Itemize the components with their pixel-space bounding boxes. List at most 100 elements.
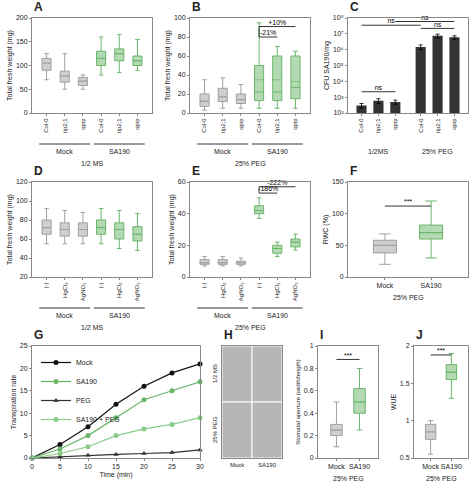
svg-text:qpip: qpip: [134, 118, 140, 130]
svg-text:10⁶: 10⁶: [333, 46, 344, 53]
svg-text:25: 25: [20, 342, 28, 349]
svg-text:0.2: 0.2: [304, 432, 314, 439]
svg-text:Total fresh weight (mg): Total fresh weight (mg): [6, 194, 14, 265]
svg-text:Mock: Mock: [56, 312, 73, 319]
svg-text:25: 25: [168, 463, 176, 470]
svg-text:Total fresh weight (mg): Total fresh weight (mg): [168, 194, 176, 265]
svg-text:SA190: SA190: [76, 378, 97, 385]
svg-text:(-): (-): [202, 282, 208, 288]
svg-text:1/2MS: 1/2MS: [368, 148, 389, 155]
svg-text:(-): (-): [44, 282, 50, 288]
svg-text:25% PEG: 25% PEG: [212, 416, 218, 443]
svg-text:60: 60: [178, 52, 186, 59]
svg-text:SA190: SA190: [267, 148, 288, 155]
svg-text:Mock: Mock: [76, 359, 93, 366]
svg-text:tip2;1: tip2;1: [274, 118, 280, 133]
svg-text:10⁸: 10⁸: [333, 14, 344, 21]
svg-text:HgCl₂: HgCl₂: [274, 282, 280, 298]
svg-text:200: 200: [16, 14, 28, 21]
svg-text:10²: 10²: [333, 109, 344, 116]
svg-text:tip2;1: tip2;1: [62, 118, 68, 133]
svg-text:G: G: [34, 328, 43, 342]
svg-text:qpip: qpip: [292, 118, 298, 130]
svg-text:100: 100: [174, 14, 186, 21]
svg-text:Mock: Mock: [56, 148, 73, 155]
svg-text:(-): (-): [98, 282, 104, 288]
svg-text:AgNO₃: AgNO₃: [80, 282, 86, 301]
svg-text:C: C: [350, 0, 359, 14]
svg-text:Mock: Mock: [214, 312, 231, 319]
svg-text:ns: ns: [434, 21, 442, 28]
svg-text:SA190: SA190: [109, 312, 130, 319]
svg-text:1: 1: [406, 417, 410, 424]
svg-text:80: 80: [178, 33, 186, 40]
svg-text:1/2 MS: 1/2 MS: [81, 160, 104, 167]
svg-text:F: F: [350, 164, 357, 178]
svg-text:15: 15: [112, 463, 120, 470]
svg-text:50: 50: [336, 242, 344, 249]
svg-text:1/2 MS: 1/2 MS: [81, 324, 104, 331]
svg-text:AgNO₃: AgNO₃: [292, 282, 298, 301]
svg-text:25% PEG: 25% PEG: [393, 294, 424, 301]
svg-text:-21%: -21%: [260, 29, 276, 36]
svg-text:0: 0: [340, 273, 344, 280]
svg-text:10: 10: [84, 463, 92, 470]
svg-text:tip2;1: tip2;1: [116, 118, 122, 133]
svg-text:Transpiration rate: Transpiration rate: [10, 375, 18, 430]
svg-text:PEG: PEG: [76, 397, 91, 404]
svg-text:tip2;1: tip2;1: [435, 118, 441, 133]
svg-text:SA190: SA190: [267, 312, 288, 319]
svg-text:A: A: [34, 0, 43, 14]
svg-text:20: 20: [20, 365, 28, 372]
svg-text:0: 0: [182, 109, 186, 116]
svg-text:WUE: WUE: [390, 394, 397, 411]
svg-text:SA190: SA190: [421, 282, 442, 289]
svg-text:HgCl₂: HgCl₂: [62, 282, 68, 298]
svg-text:25% PEG: 25% PEG: [333, 475, 364, 482]
svg-text:D: D: [34, 164, 43, 178]
svg-text:tip2;1: tip2;1: [375, 118, 381, 133]
svg-text:Col-0: Col-0: [256, 118, 262, 133]
svg-text:SA190: SA190: [441, 463, 462, 470]
svg-text:Mock: Mock: [377, 282, 394, 289]
svg-text:1/2 MS: 1/2 MS: [212, 364, 218, 383]
svg-text:SA190: SA190: [349, 463, 370, 470]
svg-text:40: 40: [178, 71, 186, 78]
svg-text:Mock: Mock: [422, 463, 439, 470]
svg-text:100: 100: [16, 197, 28, 204]
svg-text:Col-0: Col-0: [418, 118, 424, 133]
svg-text:100: 100: [332, 210, 344, 217]
svg-text:qpip: qpip: [238, 118, 244, 130]
svg-text:Col-0: Col-0: [358, 118, 364, 133]
svg-text:CFU SA190/mg: CFU SA190/mg: [323, 41, 331, 90]
svg-text:H: H: [224, 328, 233, 342]
svg-text:150: 150: [332, 178, 344, 185]
svg-text:25% PEG: 25% PEG: [426, 475, 457, 482]
svg-text:qpip: qpip: [80, 118, 86, 130]
svg-text:***: ***: [437, 347, 445, 354]
svg-text:Stomatal aperture (width/lengt: Stomatal aperture (width/length): [295, 359, 301, 444]
svg-text:20: 20: [178, 90, 186, 97]
svg-text:0: 0: [30, 463, 34, 470]
svg-text:10³: 10³: [333, 94, 344, 101]
svg-text:AgNO₃: AgNO₃: [134, 282, 140, 301]
svg-text:0: 0: [24, 109, 28, 116]
svg-text:20: 20: [178, 242, 186, 249]
svg-text:25% PEG: 25% PEG: [235, 160, 266, 167]
svg-text:30: 30: [196, 463, 204, 470]
svg-text:5: 5: [24, 432, 28, 439]
svg-text:60: 60: [178, 178, 186, 185]
svg-text:100: 100: [16, 62, 28, 69]
svg-text:1: 1: [310, 342, 314, 349]
svg-text:Mock: Mock: [328, 463, 345, 470]
svg-text:SA190 + PEG: SA190 + PEG: [76, 416, 120, 423]
svg-text:10⁵: 10⁵: [333, 62, 344, 69]
svg-text:25% PEG: 25% PEG: [235, 324, 266, 331]
svg-text:***: ***: [404, 198, 412, 205]
svg-text:HgCl₂: HgCl₂: [220, 282, 226, 298]
svg-text:2: 2: [406, 342, 410, 349]
svg-text:(-): (-): [256, 282, 262, 288]
svg-text:qpip: qpip: [451, 118, 457, 130]
svg-text:80: 80: [20, 216, 28, 223]
svg-text:1.5: 1.5: [400, 380, 410, 387]
